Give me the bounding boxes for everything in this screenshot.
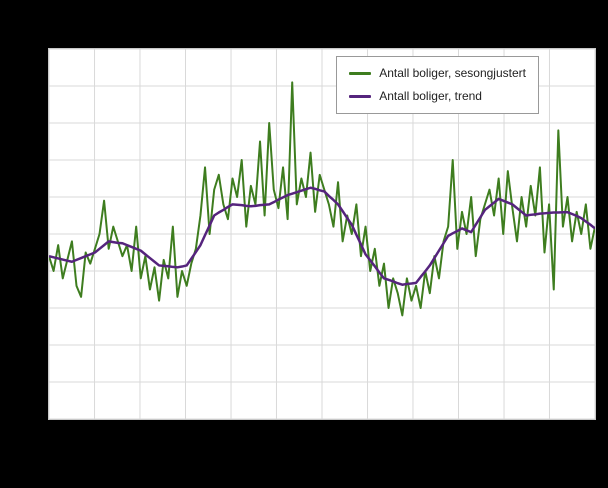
- chart-legend: Antall boliger, sesongjustert Antall bol…: [336, 56, 539, 114]
- plot-area: Antall boliger, sesongjustert Antall bol…: [48, 48, 596, 420]
- line-swatch-icon: [349, 71, 372, 75]
- legend-label-trend: Antall boliger, trend: [379, 89, 482, 104]
- legend-label-sesongjustert: Antall boliger, sesongjustert: [379, 66, 526, 80]
- legend-item-trend: Antall boliger, trend: [349, 89, 526, 103]
- line-swatch-icon: [349, 95, 372, 99]
- series-line-sesongjustert: [49, 81, 595, 317]
- series-line-trend: [49, 186, 595, 286]
- legend-item-sesongjustert: Antall boliger, sesongjustert: [349, 66, 526, 80]
- chart-svg: [49, 49, 595, 419]
- gridlines: [49, 49, 595, 419]
